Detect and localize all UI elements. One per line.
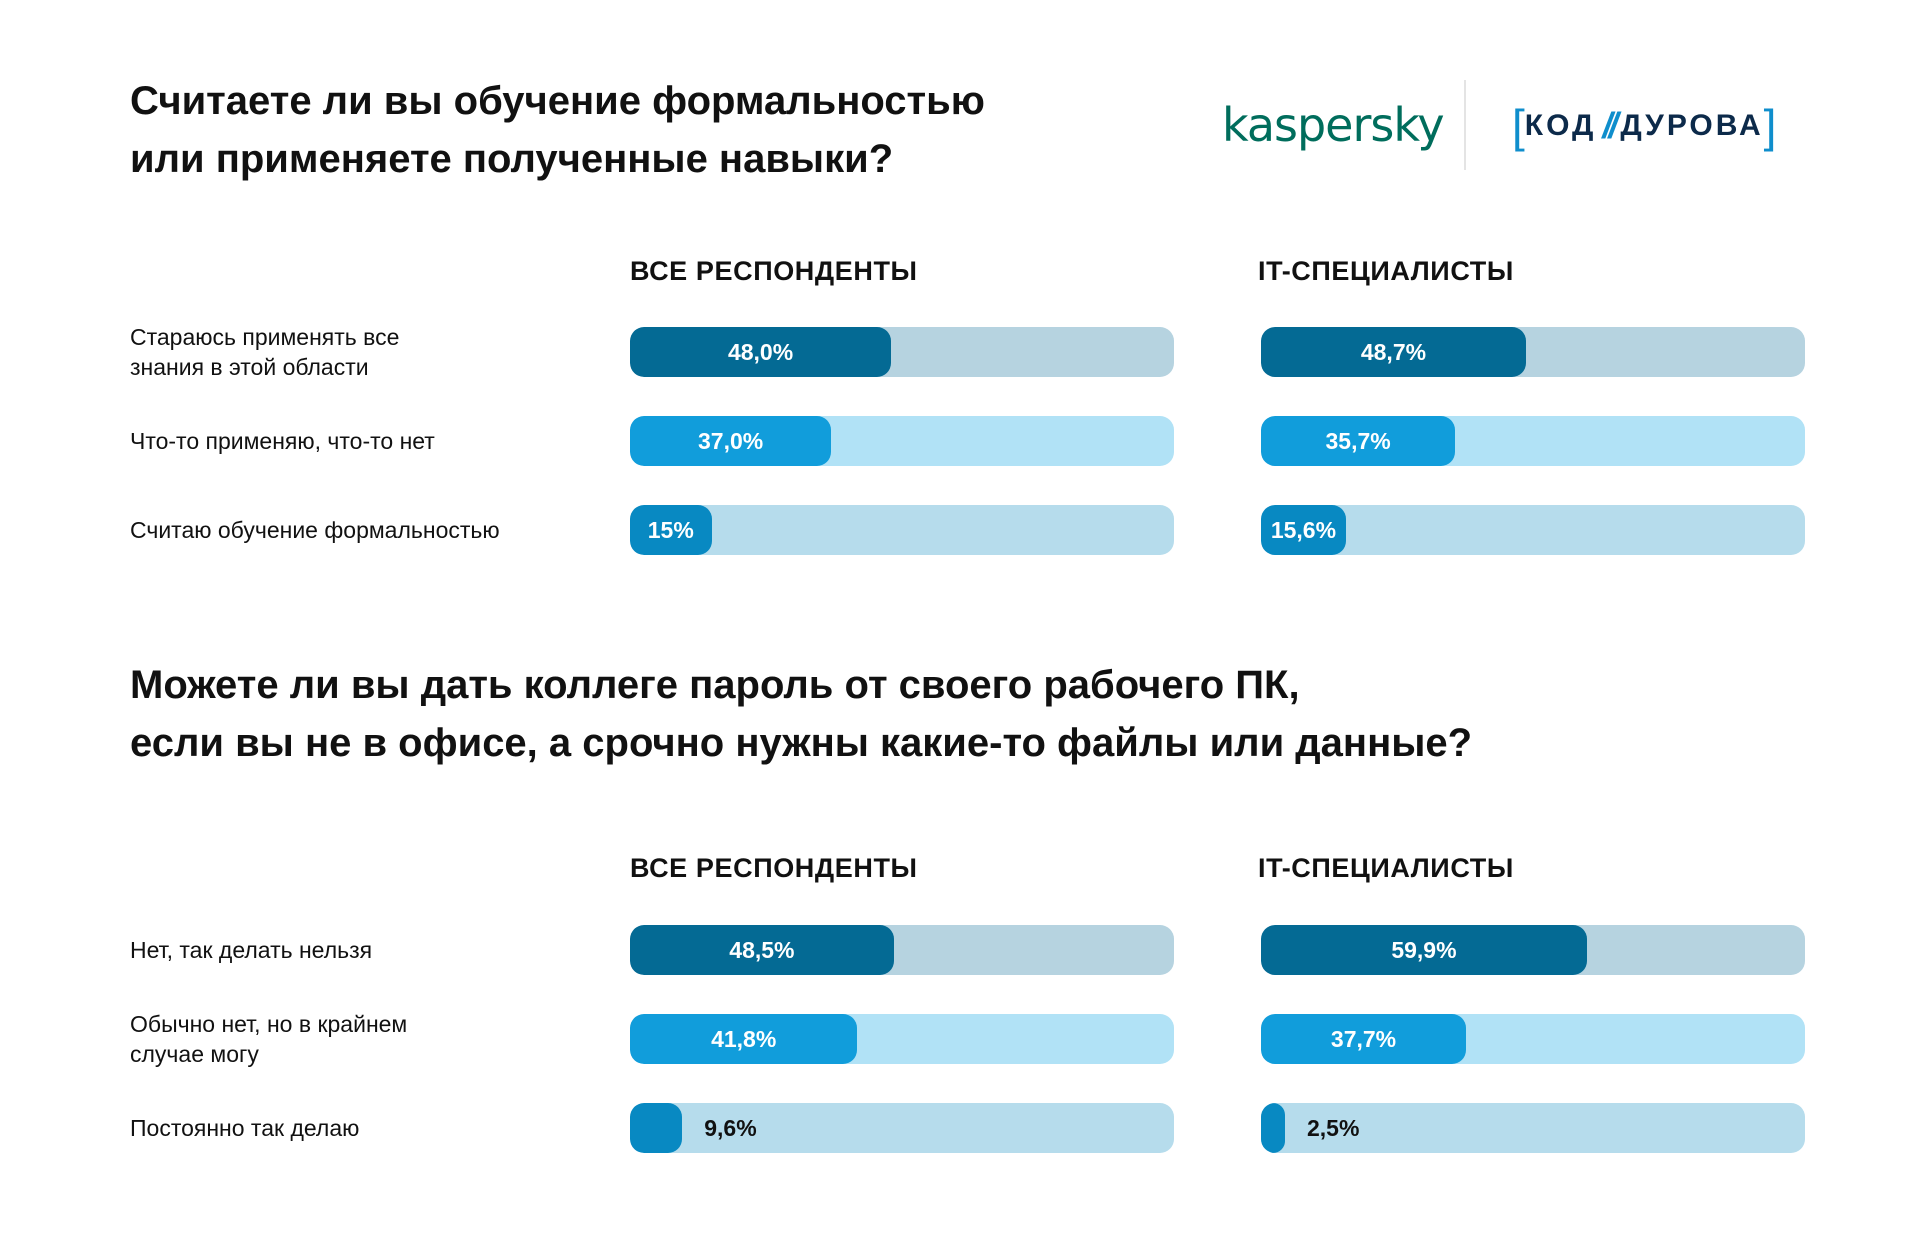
- category-label-text: Постоянно так делаю: [130, 1113, 359, 1143]
- bar-fill: [1261, 327, 1526, 377]
- chart-1-series-header-it: IT-СПЕЦИАЛИСТЫ: [1258, 256, 1514, 286]
- logo-bracket-right: ]: [1763, 100, 1777, 152]
- bar-track: 41,8%: [630, 1014, 1174, 1064]
- bar-track: 48,5%: [630, 925, 1174, 975]
- kaspersky-logo: kaspersky: [1222, 98, 1445, 152]
- logo-word-kod: КОД: [1524, 109, 1597, 142]
- chart-1-title: Считаете ли вы обучение формальностью ил…: [130, 72, 1630, 188]
- bar-track: 37,0%: [630, 416, 1174, 466]
- bar-track: 9,6%: [630, 1103, 1174, 1153]
- bar-fill: [1261, 416, 1456, 466]
- bar-value-label: 9,6%: [704, 1115, 757, 1141]
- bar-fill: [1261, 1103, 1285, 1153]
- bar-track: 37,7%: [1261, 1014, 1805, 1064]
- bar-value-label: 15%: [647, 517, 694, 543]
- category-label-line: Что-то применяю, что-то нет: [130, 428, 435, 454]
- bar-track: 48,7%: [1261, 327, 1805, 377]
- chart-1-category-label: Стараюсь применять все знания в этой обла…: [130, 322, 550, 382]
- bar-track: 15,6%: [1261, 505, 1805, 555]
- bar-value-label: 48,0%: [727, 339, 794, 365]
- bar-fill: [630, 925, 894, 975]
- chart-1-series-header-all: ВСЕ РЕСПОНДЕНТЫ: [630, 256, 918, 286]
- bar-track: 35,7%: [1261, 416, 1805, 466]
- category-label-line: случае могу: [130, 1041, 259, 1067]
- bar-fill: [1261, 1014, 1467, 1064]
- bar-fill: [630, 416, 832, 466]
- category-label-line: Считаю обучение формальностью: [130, 517, 500, 543]
- bar-fill: [1261, 505, 1346, 555]
- bar-value-label: 48,7%: [1360, 339, 1427, 365]
- category-label-line: Обычно нет, но в крайнем: [130, 1011, 408, 1037]
- bar-fill: [630, 327, 892, 377]
- category-label-line: Постоянно так делаю: [130, 1115, 360, 1141]
- bar-value-label: 2,5%: [1307, 1115, 1360, 1141]
- bar-value-label: 41,8%: [711, 1026, 777, 1052]
- bar-value-label: 37,0%: [698, 428, 764, 454]
- bar-track: 2,5%: [1261, 1103, 1805, 1153]
- logo-bracket-left: [: [1512, 100, 1525, 152]
- category-label-line: Стараюсь применять все: [130, 324, 400, 350]
- chart-2-title: Можете ли вы дать коллеге пароль от свое…: [130, 656, 1630, 772]
- chart-1-title-line-1: Считаете ли вы обучение формальностью: [130, 79, 985, 123]
- category-label-text: Что-то применяю, что-то нет: [130, 426, 435, 456]
- chart-2-category-label: Постоянно так делаю: [130, 1098, 550, 1158]
- bar-value-label: 48,5%: [729, 937, 795, 963]
- category-label-text: Нет, так делать нельзя: [130, 935, 372, 965]
- chart-2-title-line-1: Можете ли вы дать коллеге пароль от свое…: [130, 663, 1300, 707]
- chart-2-title-line-2: если вы не в офисе, а срочно нужны какие…: [130, 721, 1473, 765]
- chart-2-series-header-it: IT-СПЕЦИАЛИСТЫ: [1258, 853, 1514, 883]
- chart-2-category-label: Нет, так делать нельзя: [130, 920, 550, 980]
- chart-2-category-label: Обычно нет, но в крайнем случае могу: [130, 1009, 550, 1069]
- bar-track: 48,0%: [630, 327, 1174, 377]
- kod-durova-logo: [ КОД // ДУРОВА ]: [1512, 100, 1777, 152]
- bar-fill: [630, 1014, 858, 1064]
- logo-divider: [1464, 80, 1466, 170]
- category-label-line: Нет, так делать нельзя: [130, 937, 373, 963]
- bar-value-label: 59,9%: [1391, 937, 1457, 963]
- bar-fill: [630, 505, 712, 555]
- bar-track: 15%: [630, 505, 1174, 555]
- bar-fill: [1261, 925, 1587, 975]
- chart-1-title-line-2: или применяете полученные навыки?: [130, 137, 894, 181]
- chart-1-category-label: Считаю обучение формальностью: [130, 500, 550, 560]
- category-label-text: Обычно нет, но в крайнем случае могу: [130, 1009, 407, 1069]
- bar-value-label: 37,7%: [1330, 1026, 1397, 1052]
- bar-track: 59,9%: [1261, 925, 1805, 975]
- bar-fill: [630, 1103, 683, 1153]
- chart-1-category-label: Что-то применяю, что-то нет: [130, 411, 550, 471]
- category-label-line: знания в этой области: [130, 354, 369, 380]
- logo-word-durova: ДУРОВА: [1620, 109, 1764, 142]
- bar-value-label: 35,7%: [1325, 428, 1391, 454]
- category-label-text: Стараюсь применять все знания в этой обла…: [130, 322, 399, 382]
- bar-value-label: 15,6%: [1270, 517, 1337, 543]
- category-label-text: Считаю обучение формальностью: [130, 515, 500, 545]
- chart-2-series-header-all: ВСЕ РЕСПОНДЕНТЫ: [630, 853, 918, 883]
